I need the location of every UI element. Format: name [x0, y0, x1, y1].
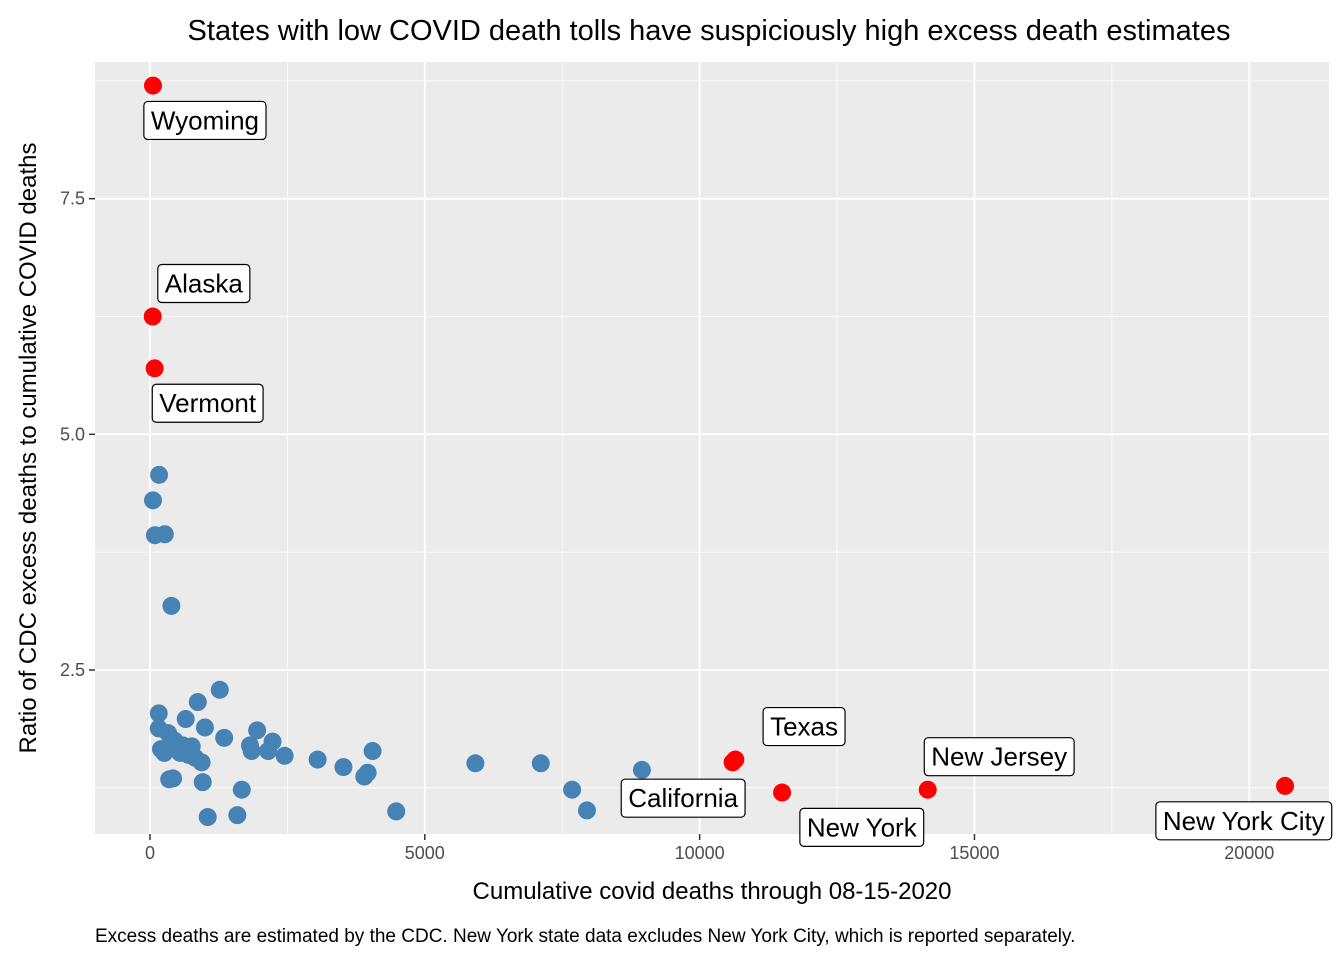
- y-tick-label: 2.5: [60, 660, 85, 680]
- x-tick-label: 10000: [675, 843, 725, 863]
- point-label-text: Alaska: [165, 269, 244, 299]
- data-point: [215, 728, 234, 747]
- data-point: [210, 680, 229, 699]
- x-tick-label: 0: [145, 843, 155, 863]
- data-point: [155, 525, 174, 544]
- x-axis-title: Cumulative covid deaths through 08-15-20…: [473, 878, 952, 905]
- point-label-text: Texas: [770, 712, 838, 742]
- point-label: New York: [799, 807, 925, 848]
- data-point: [632, 760, 651, 779]
- point-label-text: Wyoming: [151, 105, 259, 135]
- data-point: [232, 780, 251, 799]
- points-normal: [143, 465, 651, 827]
- data-point: [334, 758, 353, 777]
- point-label: California: [620, 778, 746, 818]
- data-point: [275, 746, 294, 765]
- data-point: [193, 773, 212, 792]
- data-point: [228, 806, 247, 825]
- data-point: [242, 742, 261, 761]
- points-highlight: [143, 76, 1295, 802]
- point-label: Texas: [762, 706, 846, 747]
- data-point: [577, 801, 596, 820]
- x-tick-label: 20000: [1224, 843, 1274, 863]
- data-point: [188, 693, 207, 712]
- point-label-box: [620, 778, 746, 818]
- x-tick-labels: 0 5000 10000 15000 20000: [145, 843, 1274, 863]
- data-point: [198, 808, 217, 827]
- data-point: [195, 718, 214, 737]
- x-tick-label: 5000: [405, 843, 445, 863]
- point-label-box: [151, 383, 264, 423]
- y-axis-title: Ratio of CDC excess deaths to cumulative…: [15, 143, 42, 754]
- point-label: Alaska: [157, 263, 251, 304]
- point-label-box: [157, 263, 251, 304]
- data-point-highlight: [918, 780, 937, 799]
- point-label-box: [1155, 801, 1333, 841]
- point-label: Wyoming: [143, 100, 267, 141]
- data-point: [150, 465, 169, 484]
- point-label-text: New York City: [1163, 806, 1325, 836]
- data-point-highlight: [723, 753, 742, 772]
- data-point-highlight: [145, 359, 164, 378]
- chart-caption: Excess deaths are estimated by the CDC. …: [95, 926, 1075, 947]
- data-point: [143, 491, 162, 510]
- data-point-highlight: [143, 307, 162, 326]
- grid-minor: [95, 62, 1329, 834]
- point-label-text: New York: [807, 812, 918, 842]
- grid-major: [95, 62, 1329, 834]
- point-label-text: California: [628, 783, 738, 813]
- point-label: New York City: [1155, 801, 1333, 841]
- point-label: New Jersey: [923, 737, 1075, 777]
- point-label-box: [799, 807, 925, 848]
- point-label-text: New Jersey: [931, 742, 1067, 772]
- data-point-highlight: [143, 76, 162, 95]
- data-point: [563, 780, 582, 799]
- point-label-box: [762, 706, 846, 747]
- point-label-text: Vermont: [159, 388, 257, 418]
- point-labels: Wyoming Alaska Vermont Texas California New Y…: [143, 100, 1333, 848]
- data-point: [363, 742, 382, 761]
- y-tick-label: 7.5: [60, 189, 85, 209]
- data-point-highlight: [773, 783, 792, 802]
- data-point: [308, 750, 327, 769]
- data-point: [192, 753, 211, 772]
- chart-title: States with low COVID death tolls have s…: [188, 15, 1231, 47]
- data-point: [149, 704, 168, 723]
- point-label-box: [143, 100, 267, 141]
- data-point: [358, 763, 377, 782]
- point-label: Vermont: [151, 383, 264, 423]
- point-label-box: [923, 737, 1075, 777]
- y-tick-labels: 2.5 5.0 7.5: [60, 189, 85, 680]
- data-point: [164, 769, 183, 788]
- data-point: [387, 802, 406, 821]
- data-point: [531, 754, 550, 773]
- data-point: [466, 754, 485, 773]
- data-point-highlight: [1276, 776, 1295, 795]
- data-point: [176, 710, 195, 729]
- data-point: [162, 596, 181, 615]
- y-tick-label: 5.0: [60, 424, 85, 444]
- plot-panel: [95, 62, 1329, 834]
- x-tick-label: 15000: [949, 843, 999, 863]
- data-point: [248, 721, 267, 740]
- data-point: [263, 732, 282, 751]
